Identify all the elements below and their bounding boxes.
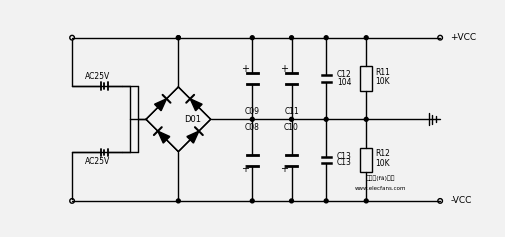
Text: R12: R12 xyxy=(375,150,390,159)
Circle shape xyxy=(324,36,328,40)
Circle shape xyxy=(176,36,180,40)
Text: D01: D01 xyxy=(184,115,200,124)
Text: +: + xyxy=(280,64,288,74)
Text: www.elecfans.com: www.elecfans.com xyxy=(355,186,406,191)
Text: AC25V: AC25V xyxy=(85,157,111,166)
Text: C10: C10 xyxy=(284,123,299,132)
Text: 10K: 10K xyxy=(375,77,390,86)
Circle shape xyxy=(250,199,254,203)
Text: C13: C13 xyxy=(337,158,352,167)
Text: +VCC: +VCC xyxy=(450,33,476,42)
Circle shape xyxy=(289,36,293,40)
Text: AC25V: AC25V xyxy=(85,73,111,82)
Circle shape xyxy=(324,117,328,121)
Text: C09: C09 xyxy=(245,107,260,116)
Text: +: + xyxy=(280,164,288,174)
Text: C13: C13 xyxy=(337,152,352,161)
Polygon shape xyxy=(158,131,170,143)
Text: 104: 104 xyxy=(337,78,351,87)
Polygon shape xyxy=(190,99,202,111)
Text: 10K: 10K xyxy=(375,159,390,168)
Text: -VCC: -VCC xyxy=(450,196,472,205)
Circle shape xyxy=(364,199,368,203)
Text: +: + xyxy=(240,164,248,174)
Polygon shape xyxy=(187,131,199,143)
Circle shape xyxy=(364,117,368,121)
Bar xyxy=(361,66,372,91)
Text: R11: R11 xyxy=(375,68,390,77)
Bar xyxy=(361,148,372,173)
Text: C11: C11 xyxy=(284,107,299,116)
Circle shape xyxy=(289,199,293,203)
Text: +: + xyxy=(240,64,248,74)
Text: 電子發(fā)燒友: 電子發(fā)燒友 xyxy=(365,176,395,181)
Circle shape xyxy=(324,199,328,203)
Text: C12: C12 xyxy=(337,70,351,79)
Text: C08: C08 xyxy=(245,123,260,132)
Circle shape xyxy=(364,36,368,40)
Circle shape xyxy=(250,117,254,121)
Circle shape xyxy=(250,36,254,40)
Polygon shape xyxy=(155,99,167,111)
Circle shape xyxy=(176,199,180,203)
Circle shape xyxy=(176,36,180,40)
Circle shape xyxy=(289,117,293,121)
